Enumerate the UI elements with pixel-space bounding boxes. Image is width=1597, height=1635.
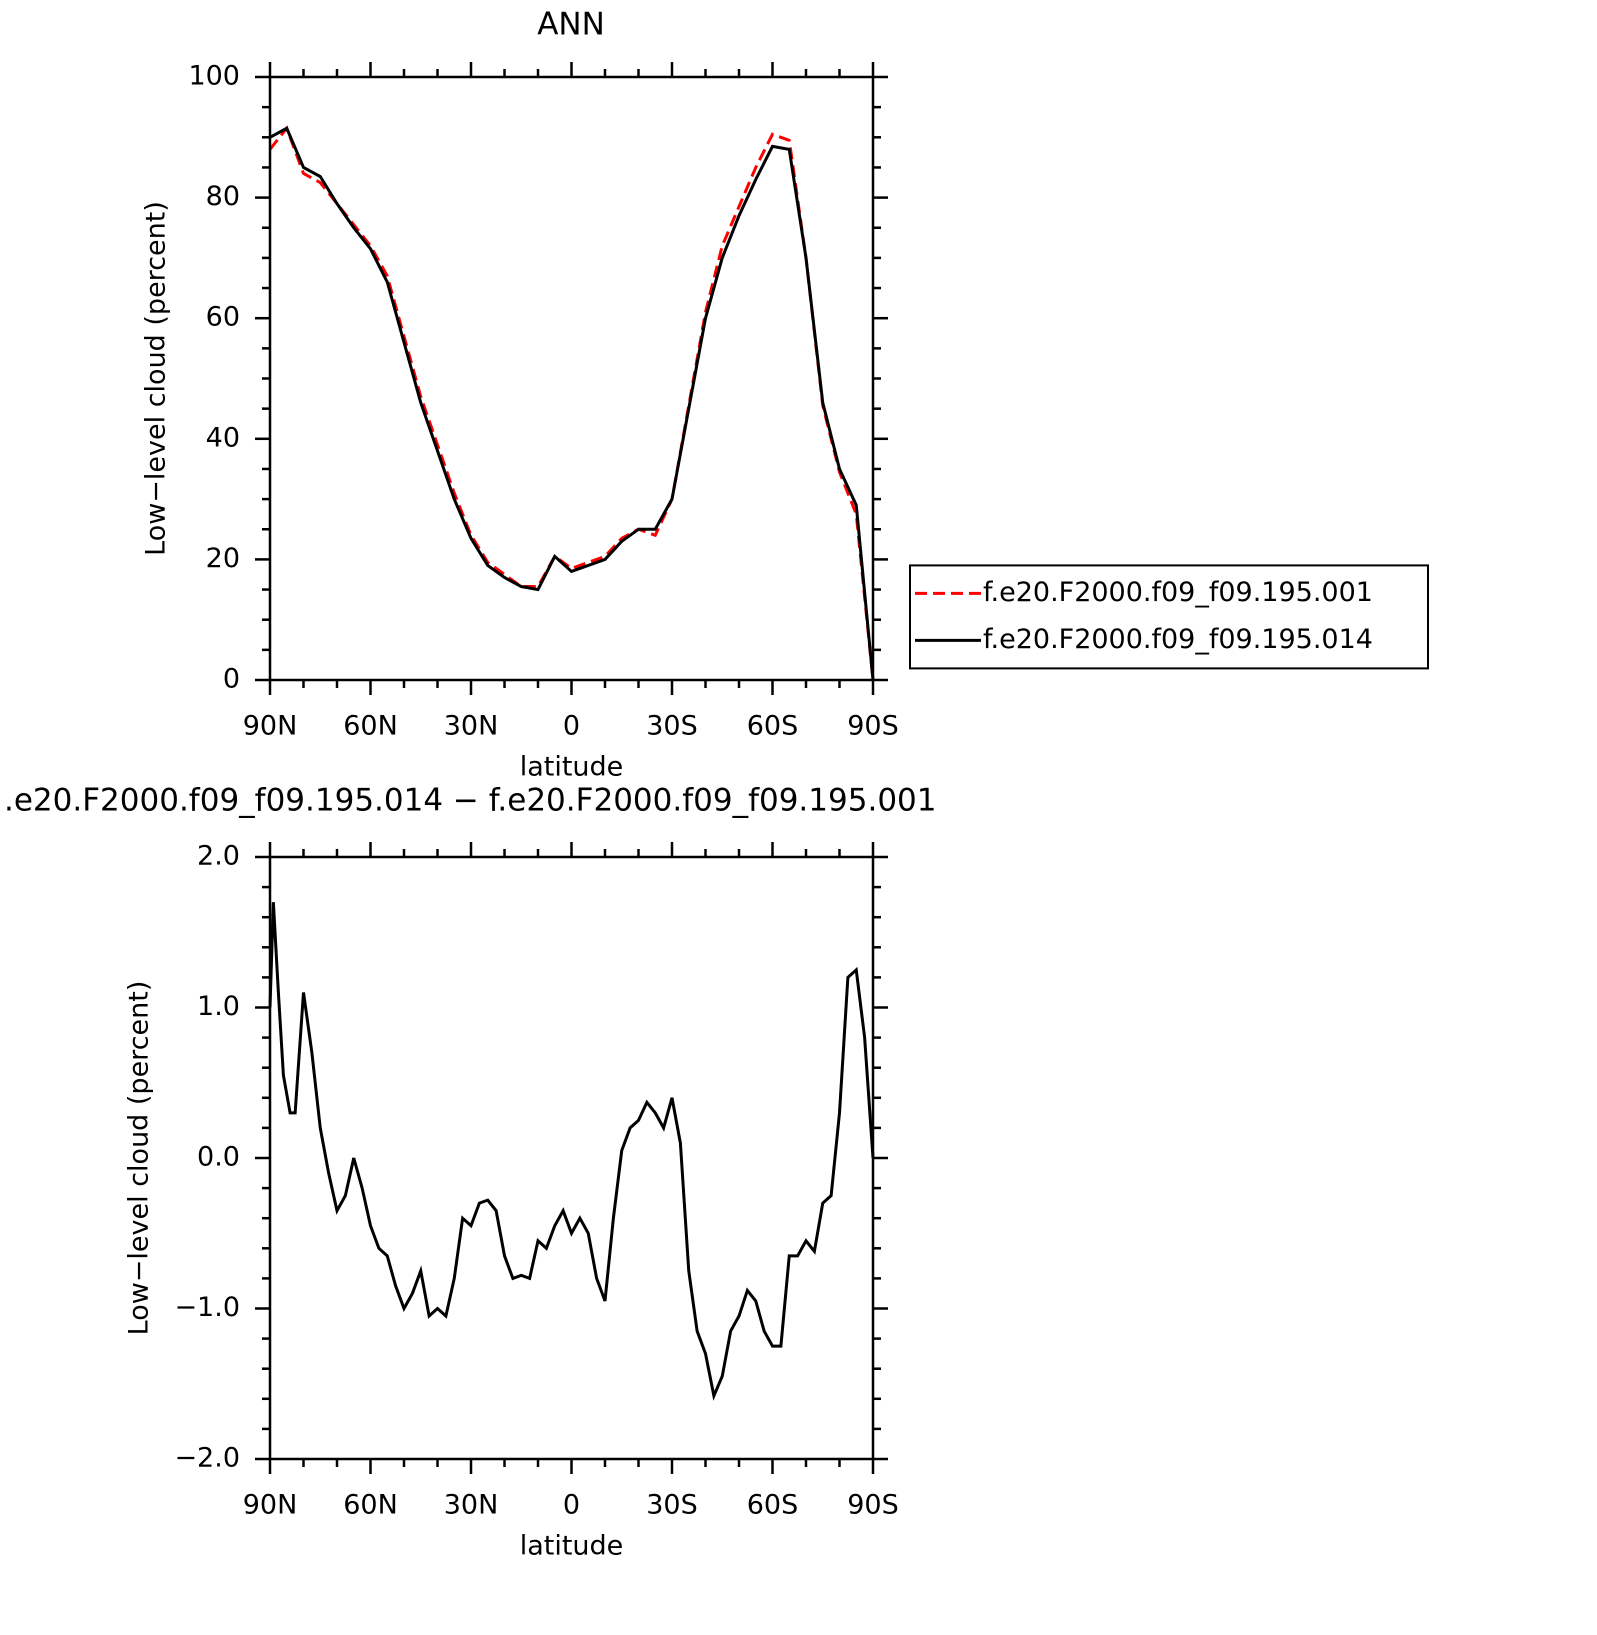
x-tick-label: 30N: [444, 1490, 499, 1521]
x-tick-label: 60S: [747, 711, 799, 742]
legend-label: f.e20.F2000.f09_f09.195.014: [983, 624, 1373, 655]
x-tick-label: 90S: [847, 711, 899, 742]
plot-frame: [268, 855, 875, 1461]
data-line: [268, 902, 875, 1401]
y-tick-label: 60: [206, 302, 240, 333]
y-tick-label: 0: [223, 664, 240, 695]
y-tick-label: 2.0: [197, 841, 240, 872]
plot-frame: [268, 75, 875, 682]
legend-label: f.e20.F2000.f09_f09.195.001: [983, 577, 1373, 608]
chart-title: .e20.F2000.f09_f09.195.014 − f.e20.F2000…: [4, 783, 936, 819]
x-tick-label: 0: [563, 711, 580, 742]
x-tick-label: 90N: [243, 1490, 298, 1521]
data-line: [269, 126, 875, 681]
chart-title: ANN: [537, 7, 605, 43]
x-axis-label: latitude: [520, 752, 624, 783]
y-tick-label: −2.0: [174, 1443, 240, 1474]
x-tick-label: 60N: [343, 711, 398, 742]
x-tick-label: 60N: [343, 1490, 398, 1521]
data-line: [268, 125, 875, 681]
legend-box: [909, 564, 1429, 670]
y-axis-label: Low−level cloud (percent): [141, 201, 172, 556]
y-tick-label: 40: [206, 422, 240, 453]
y-axis-label: Low−level cloud (percent): [124, 981, 155, 1336]
x-tick-label: 90S: [847, 1490, 899, 1521]
x-axis-label: latitude: [520, 1531, 624, 1562]
x-tick-label: 30N: [444, 711, 499, 742]
y-tick-label: 0.0: [197, 1142, 240, 1173]
x-tick-label: 60S: [747, 1490, 799, 1521]
y-tick-label: −1.0: [174, 1292, 240, 1323]
y-tick-label: 20: [206, 543, 240, 574]
x-tick-label: 30S: [646, 1490, 698, 1521]
y-tick-label: 100: [188, 61, 240, 92]
x-tick-label: 30S: [646, 711, 698, 742]
x-tick-label: 0: [563, 1490, 580, 1521]
y-tick-label: 1.0: [197, 991, 240, 1022]
x-tick-label: 90N: [243, 711, 298, 742]
y-tick-label: 80: [206, 181, 240, 212]
